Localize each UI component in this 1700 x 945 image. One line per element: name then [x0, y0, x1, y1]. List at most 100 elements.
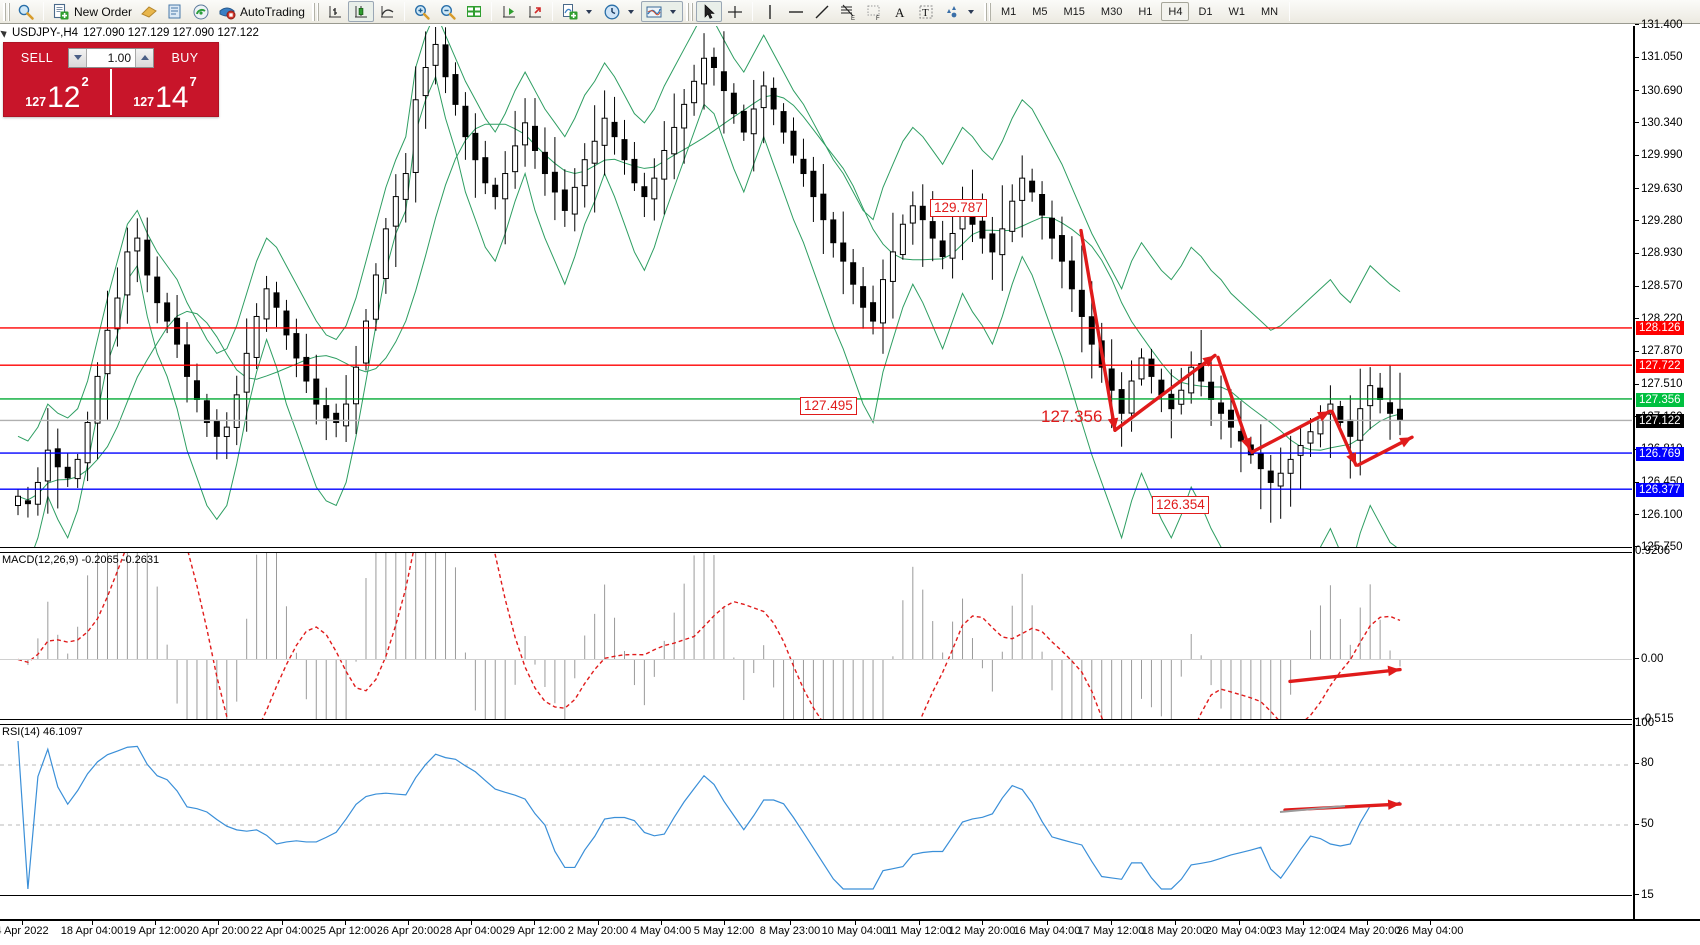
- time-tick-label: 26 Apr 20:00: [376, 925, 440, 937]
- auto-scroll-icon[interactable]: [496, 1, 522, 22]
- templates-icon[interactable]: [640, 1, 683, 22]
- chart-annotation-126-354[interactable]: 126.354: [1152, 496, 1209, 514]
- sell-price[interactable]: 127 12 2: [4, 69, 110, 115]
- price-scale[interactable]: 131.400 131.050 130.690 130.340 129.990 129.6…: [1633, 19, 1700, 919]
- toolbar-grip-3[interactable]: [685, 2, 693, 21]
- vertical-line-icon[interactable]: [757, 1, 783, 22]
- volume-decrease-button[interactable]: [69, 48, 87, 67]
- toolbar-separator-4: [551, 2, 553, 21]
- new-order-button[interactable]: New Order: [48, 1, 136, 22]
- shapes-icon[interactable]: [939, 1, 981, 22]
- data-window-icon[interactable]: [162, 1, 188, 22]
- price-tick-label: 131.050: [1635, 51, 1683, 63]
- fibonacci-icon[interactable]: E: [835, 1, 861, 22]
- buy-button[interactable]: BUY: [171, 50, 199, 65]
- timeframe-group: M1 M5 M15 M30 H1 H4 D1 W1 MN: [994, 2, 1285, 21]
- new-order-label: New Order: [74, 4, 133, 19]
- shapes-dropdown-caret[interactable]: [967, 9, 974, 14]
- bar-chart-icon[interactable]: [322, 1, 348, 22]
- macd-pane[interactable]: MACD(12,26,9) -0.2065 -0.2631: [0, 552, 1632, 720]
- price-tick-label: 131.400: [1635, 19, 1683, 31]
- rsi-tick-label: 80: [1635, 757, 1654, 769]
- time-tick-label: 16 May 04:00: [1013, 925, 1081, 937]
- toolbar-grip[interactable]: [3, 2, 10, 21]
- time-tick-label: 24 May 20:00: [1333, 925, 1401, 937]
- price-level-label-127-122[interactable]: 127.122: [1636, 414, 1684, 429]
- time-tick-mark: [661, 921, 662, 925]
- toolbar-separator: [43, 2, 44, 21]
- timeframe-button-w1[interactable]: W1: [1228, 6, 1246, 18]
- chart-shift-icon[interactable]: [522, 1, 548, 22]
- toolbar-grip-4[interactable]: [983, 2, 991, 21]
- crosshair-icon[interactable]: [722, 1, 748, 22]
- magnifier-icon[interactable]: [13, 1, 39, 22]
- indicators-dropdown-caret[interactable]: [585, 9, 592, 14]
- timeframe-button-mn[interactable]: MN: [1261, 6, 1279, 18]
- timeframe-button-m15[interactable]: M15: [1063, 6, 1085, 18]
- volume-increase-button[interactable]: [135, 48, 153, 67]
- macd-tick-label: 0.00: [1635, 653, 1663, 665]
- time-tick-mark: [345, 921, 346, 925]
- timeframe-button-m1[interactable]: M1: [1000, 6, 1017, 18]
- time-tick-mark: [1239, 921, 1240, 925]
- templates-dropdown-caret[interactable]: [669, 9, 676, 14]
- signals-icon[interactable]: [188, 1, 214, 22]
- sell-price-fraction: 2: [81, 74, 89, 89]
- toolbar-grip-2[interactable]: [311, 2, 319, 21]
- time-tick-label: 4 Apr 2022: [0, 925, 49, 937]
- chart-annotation-127-495[interactable]: 127.495: [800, 397, 857, 415]
- chart-plot-area[interactable]: MACD(12,26,9) -0.2065 -0.2631 RSI(14) 46…: [0, 19, 1700, 919]
- period-icon[interactable]: [599, 1, 641, 22]
- price-level-label-127-722[interactable]: 127.722: [1636, 358, 1684, 373]
- time-tick-mark: [282, 921, 283, 925]
- macd-pane-canvas: [0, 553, 1632, 719]
- candlestick-chart-icon[interactable]: [347, 1, 374, 22]
- volume-input[interactable]: 1.00: [107, 50, 131, 65]
- time-tick-mark: [919, 921, 920, 925]
- time-tick-label: 18 May 20:00: [1141, 925, 1209, 937]
- price-level-label-126-769[interactable]: 126.769: [1636, 446, 1684, 461]
- rsi-pane[interactable]: RSI(14) 46.1097: [0, 724, 1632, 896]
- vertical-scrollbar[interactable]: [1690, 52, 1700, 58]
- chart-annotation-127-356[interactable]: 127.356: [1041, 407, 1103, 426]
- chart-annotation-129-787[interactable]: 129.787: [930, 199, 987, 217]
- horizontal-line-icon[interactable]: [783, 1, 809, 22]
- time-tick-label: 2 May 20:00: [567, 925, 629, 937]
- price-tick-label: 130.340: [1635, 117, 1683, 129]
- timeframe-button-h1[interactable]: H1: [1138, 6, 1153, 18]
- autotrading-button[interactable]: AutoTrading: [214, 1, 309, 22]
- text-label-icon[interactable]: T: [913, 1, 939, 22]
- period-dropdown-caret[interactable]: [627, 9, 634, 14]
- price-level-label-126-377[interactable]: 126.377: [1636, 483, 1684, 498]
- expert-advisor-icon[interactable]: [136, 1, 162, 22]
- sell-button[interactable]: SELL: [20, 50, 54, 65]
- data-window-toggle-icon[interactable]: [461, 1, 487, 22]
- price-tick-label: 128.930: [1635, 247, 1683, 259]
- timeframe-button-h4[interactable]: H4: [1161, 2, 1190, 21]
- timeframe-button-m5[interactable]: M5: [1032, 6, 1048, 18]
- buy-price[interactable]: 127 14 7: [110, 69, 218, 115]
- time-tick-label: 28 Apr 04:00: [439, 925, 503, 937]
- price-pane[interactable]: [0, 26, 1632, 548]
- indicators-icon[interactable]: [557, 1, 599, 22]
- price-tick-label: 129.630: [1635, 183, 1683, 195]
- time-tick-label: 10 May 04:00: [821, 925, 889, 937]
- text-icon[interactable]: A: [887, 1, 913, 22]
- one-click-trading-panel: SELL 1.00 BUY 127 12 2 127 14 7: [3, 42, 219, 117]
- macd-tick-label: -0.515: [1635, 713, 1674, 725]
- time-scale[interactable]: 4 Apr 2022 18 Apr 04:00 19 Apr 12:00 20 Apr…: [0, 919, 1700, 945]
- price-level-label-127-356[interactable]: 127.356: [1636, 392, 1684, 407]
- line-chart-icon[interactable]: [374, 1, 400, 22]
- timeframe-button-d1[interactable]: D1: [1198, 6, 1213, 18]
- trendline-icon[interactable]: [809, 1, 835, 22]
- zoom-in-icon[interactable]: [409, 1, 435, 22]
- rsi-tick-label: 50: [1635, 818, 1654, 830]
- cursor-icon[interactable]: [695, 1, 722, 22]
- zoom-out-icon[interactable]: [435, 1, 461, 22]
- price-level-label-128-126[interactable]: 128.126: [1636, 321, 1684, 336]
- timeframe-button-m30[interactable]: M30: [1100, 6, 1123, 18]
- toolbar-separator-6: [1289, 2, 1291, 21]
- channels-icon[interactable]: F: [861, 1, 887, 22]
- chart-marker-icon: [0, 28, 9, 38]
- volume-stepper[interactable]: 1.00: [68, 47, 154, 68]
